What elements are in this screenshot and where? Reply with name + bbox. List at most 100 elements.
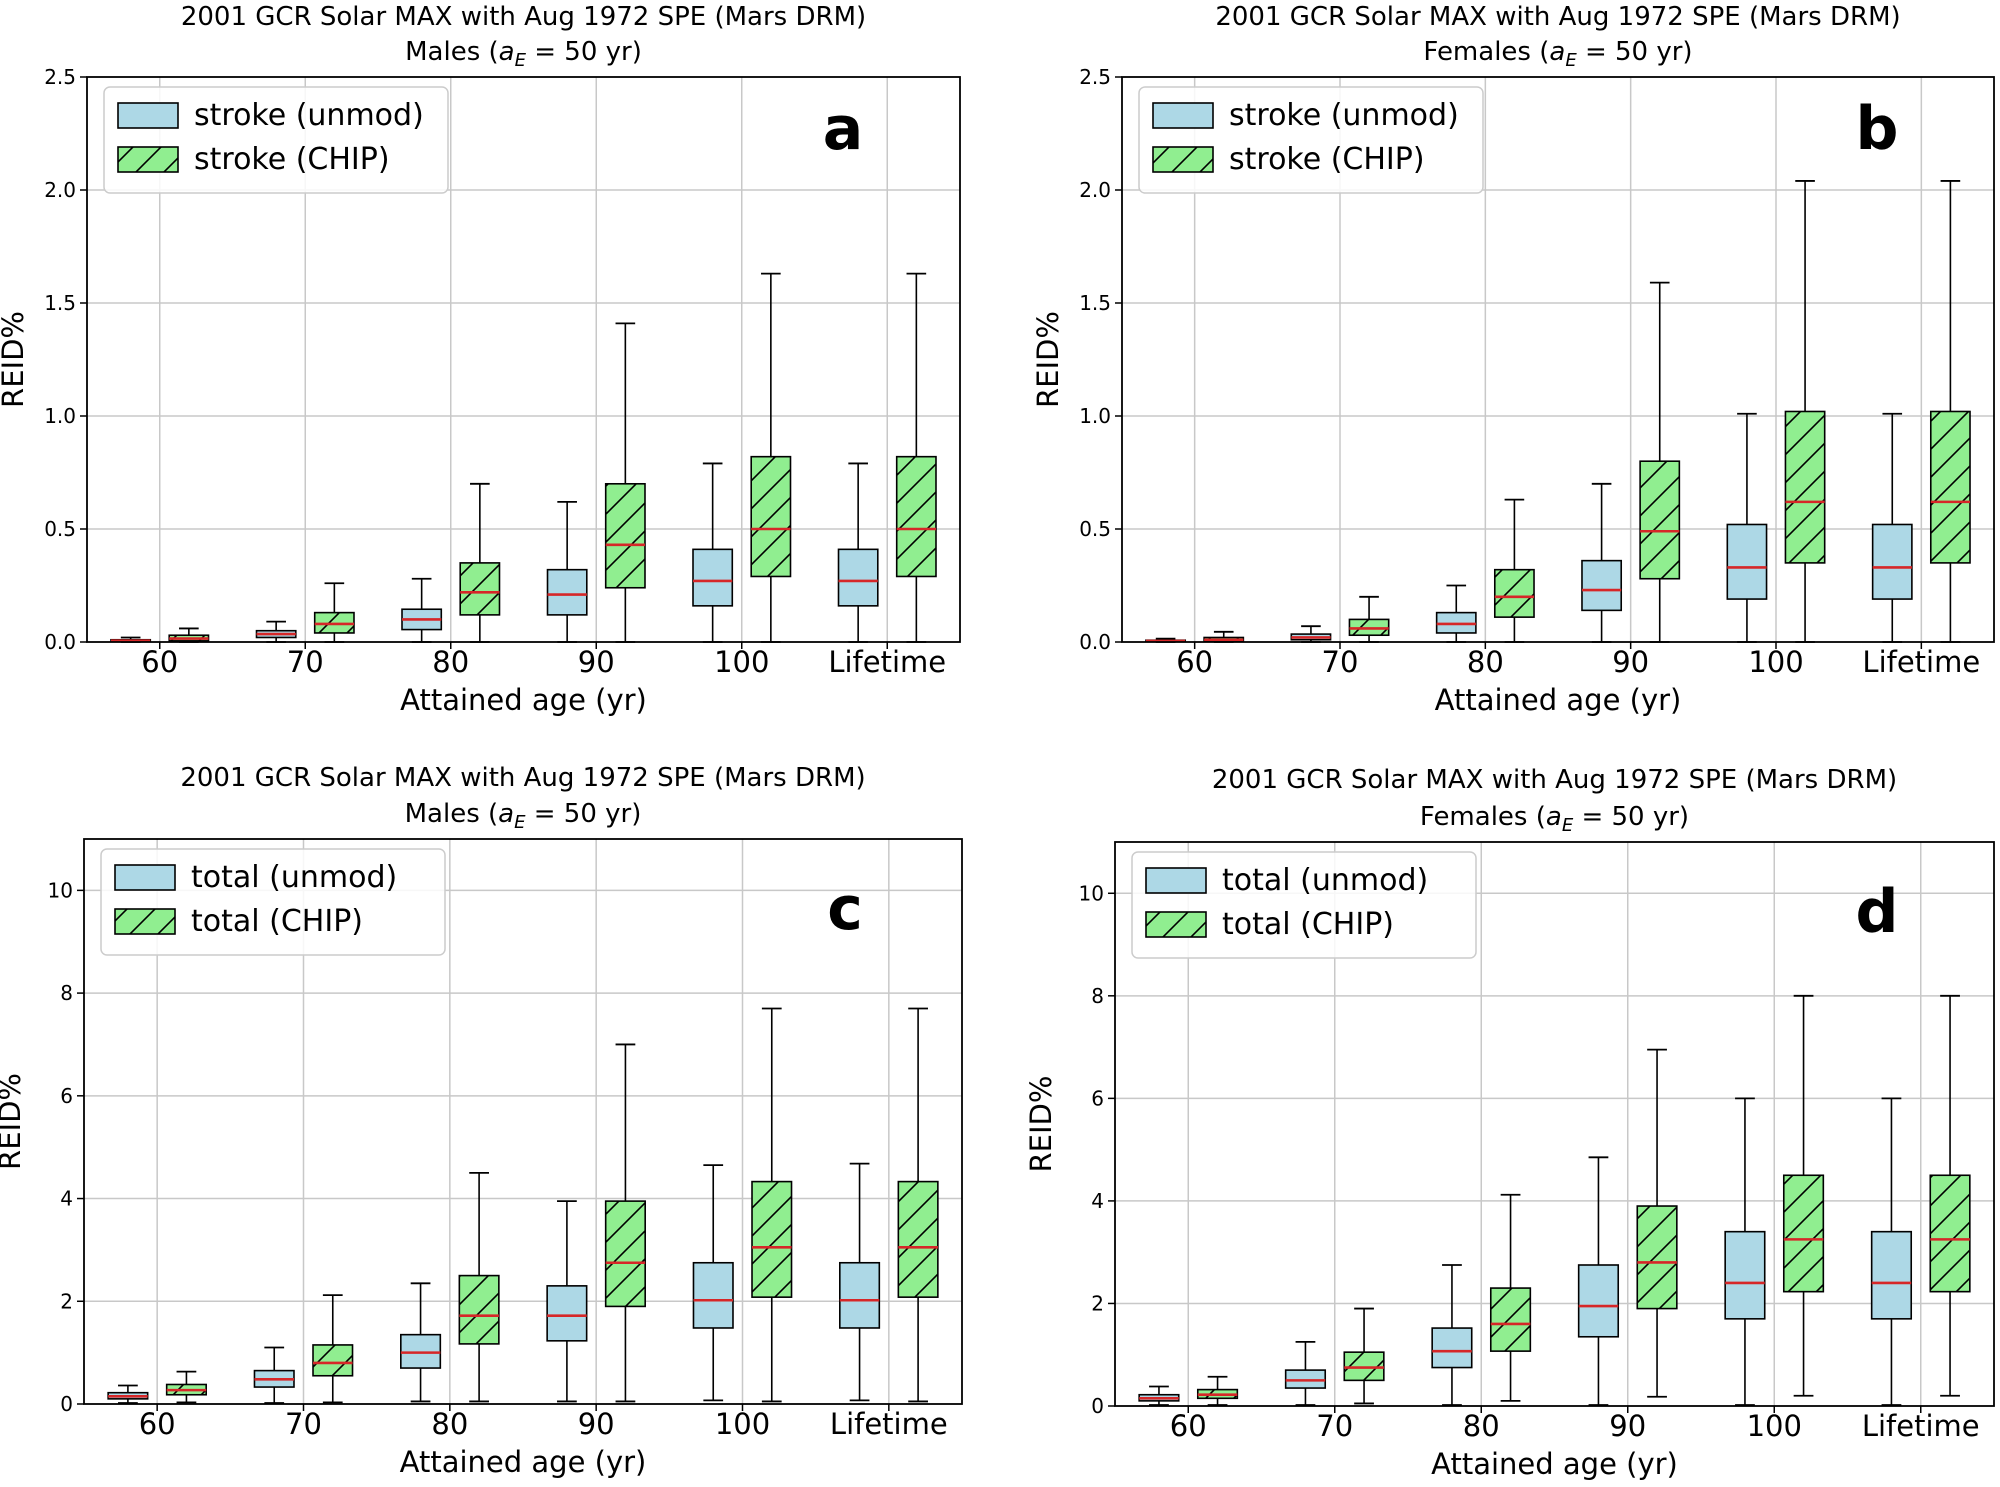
box-hatch (1930, 1175, 1970, 1292)
box-hatch (752, 1181, 792, 1298)
boxplot-unmod-60 (107, 1384, 149, 1404)
box-outline (1870, 1230, 1913, 1320)
box-outline (895, 455, 937, 578)
ytick-label: 2.5 (1079, 65, 1111, 89)
box-outline (1782, 1174, 1825, 1293)
series-chip (168, 272, 937, 643)
axes-frame (1114, 841, 1995, 1407)
ytick-label: 6 (60, 1084, 73, 1108)
legend-frame (100, 848, 446, 956)
y-axis-label: REID% (1031, 311, 1065, 408)
legend-label: stroke (CHIP) (1229, 142, 1425, 177)
boxplot-chip-lifetime (1929, 994, 1971, 1397)
legend-swatch-outline (1145, 911, 1207, 938)
legend-frame (1138, 86, 1484, 194)
box-outline (1489, 1287, 1532, 1352)
boxplot-chip-60 (1203, 630, 1245, 643)
ytick-label: 1.0 (1079, 404, 1111, 428)
box-fill (1432, 1328, 1472, 1368)
chart-panel-d: 2001 GCR Solar MAX with Aug 1972 SPE (Ma… (1024, 765, 1995, 1481)
xtick-label: 80 (431, 1407, 468, 1441)
box-hatch (460, 562, 500, 615)
boxplot-chip-60 (1196, 1375, 1239, 1406)
xtick-label: Lifetime (1862, 1409, 1980, 1443)
xtick-label: 60 (141, 645, 178, 679)
subtitle-suffix: = 50 yr) (525, 799, 641, 829)
boxplot-unmod-90 (546, 1200, 588, 1403)
subtitle-subscript: E (1565, 50, 1577, 71)
boxplot-unmod-70 (1284, 1341, 1327, 1406)
box-outline (1581, 559, 1623, 612)
boxplot-chip-60 (165, 1370, 207, 1404)
boxplot-unmod-70 (253, 1346, 295, 1404)
ytick-label: 4 (60, 1187, 73, 1211)
boxplot-unmod-80 (1435, 584, 1477, 643)
xtick-label: 60 (1170, 1409, 1207, 1443)
xtick-label: 100 (1748, 645, 1803, 679)
box-outline (1577, 1264, 1620, 1338)
box-fill (1725, 1231, 1765, 1319)
boxplot-chip-100 (751, 1007, 793, 1403)
x-axis-label: Attained age (yr) (400, 683, 647, 717)
box-hatch (1490, 1288, 1531, 1352)
boxplot-chip-90 (604, 1043, 646, 1403)
ytick-label: 0.0 (44, 630, 76, 654)
box-hatch (1930, 411, 1971, 563)
subtitle-suffix: = 50 yr) (1577, 37, 1693, 67)
y-axis-label: REID% (0, 311, 30, 408)
legend-item-chip: total (CHIP) (114, 904, 363, 939)
subtitle-variable: a (1549, 37, 1565, 67)
box-fill (839, 1262, 880, 1328)
boxplot-unmod-90 (546, 500, 588, 643)
legend-swatch-hatch (1153, 147, 1213, 172)
box-outline (1724, 1230, 1766, 1320)
ytick-label: 2 (60, 1289, 73, 1313)
legend-swatch-hatch (118, 147, 178, 172)
subtitle-prefix: Males ( (405, 37, 499, 67)
boxplot-unmod-lifetime (1871, 412, 1913, 643)
legend-item-chip: stroke (CHIP) (1152, 142, 1425, 177)
boxplot-chip-70 (1343, 1307, 1385, 1405)
box-outline (897, 1180, 939, 1298)
legend-swatch-hatch (1146, 912, 1206, 937)
boxplot-unmod-80 (1431, 1264, 1473, 1406)
chart-subtitle: Males (aE = 50 yr) (405, 799, 642, 833)
xtick-label: 90 (1612, 645, 1649, 679)
xtick-label: 70 (287, 645, 324, 679)
legend-swatch (115, 865, 175, 890)
box-hatch (896, 456, 936, 577)
y-axis-label: REID% (1024, 1076, 1058, 1173)
ytick-label: 2.0 (44, 178, 76, 202)
legend-swatch-outline (1152, 146, 1214, 173)
ytick-label: 0.5 (44, 517, 76, 541)
box-outline (751, 1180, 793, 1298)
box-outline (1639, 460, 1681, 580)
boxplot-chip-70 (313, 582, 355, 643)
box-hatch (313, 1344, 353, 1376)
ytick-label: 2 (1091, 1291, 1104, 1315)
chart-panel-a: 2001 GCR Solar MAX with Aug 1972 SPE (Ma… (0, 2, 961, 717)
ytick-label: 2.5 (44, 65, 76, 89)
xtick-label: 100 (715, 1407, 770, 1441)
subtitle-variable: a (1546, 802, 1562, 832)
box-outline (604, 1200, 646, 1308)
chart-title: 2001 GCR Solar MAX with Aug 1972 SPE (Ma… (181, 2, 866, 32)
subtitle-suffix: = 50 yr) (1573, 802, 1689, 832)
ytick-label: 2.0 (1079, 178, 1111, 202)
legend-item-unmod: stroke (unmod) (1152, 98, 1459, 133)
boxplot-unmod-80 (401, 577, 443, 643)
box-fill (1581, 560, 1622, 611)
subtitle-suffix: = 50 yr) (526, 37, 642, 67)
chart-subtitle: Females (aE = 50 yr) (1420, 802, 1689, 836)
xtick-label: Lifetime (828, 645, 946, 679)
box-outline (546, 568, 588, 616)
legend-swatch-outline (117, 102, 179, 129)
boxplot-chip-60 (168, 627, 210, 643)
box-outline (458, 1274, 500, 1345)
box-outline (692, 548, 734, 607)
legend-label: stroke (unmod) (194, 98, 424, 133)
boxplot-chip-70 (1348, 595, 1390, 643)
box-fill (1871, 1231, 1912, 1319)
boxplot-chip-100 (1782, 994, 1825, 1397)
